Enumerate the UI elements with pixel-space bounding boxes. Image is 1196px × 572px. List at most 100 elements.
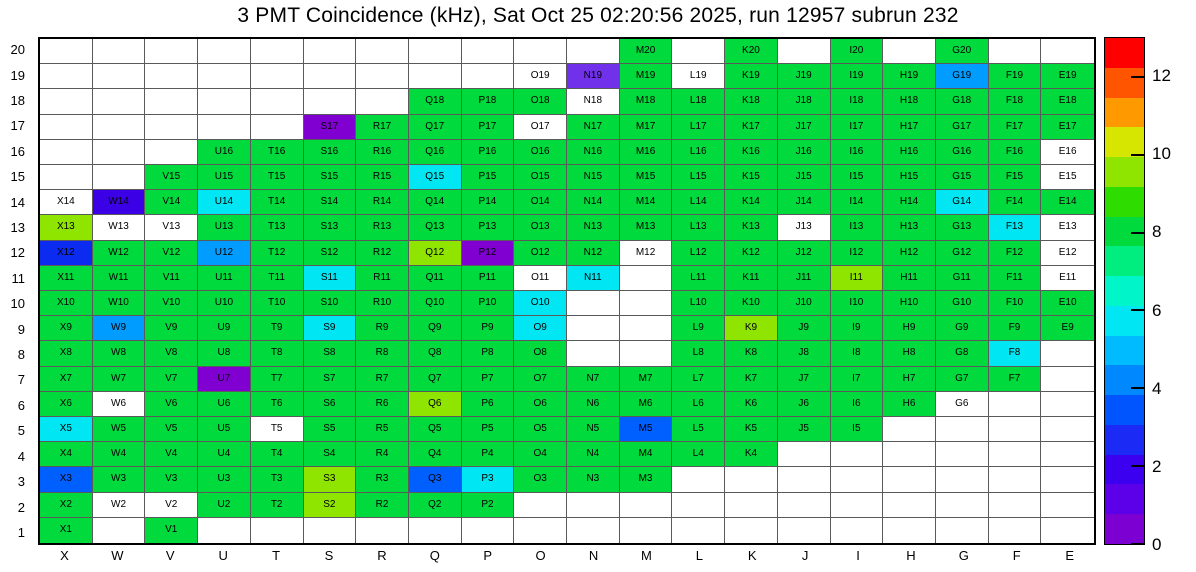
heatmap-cell-S17: S17 xyxy=(303,114,357,140)
heatmap-cell-O16: O16 xyxy=(514,139,567,165)
heatmap-cell-R13: R13 xyxy=(356,215,409,241)
heatmap-cell-L3 xyxy=(672,467,726,493)
heatmap-cell-J4 xyxy=(777,442,831,468)
heatmap-cell-T15: T15 xyxy=(250,165,304,191)
heatmap-cell-M18: M18 xyxy=(619,89,673,115)
heatmap-cell-G14: G14 xyxy=(935,190,989,216)
heatmap-cell-W2: W2 xyxy=(92,492,146,518)
heatmap-cell-Q9: Q9 xyxy=(408,316,462,342)
heatmap-cell-P16: P16 xyxy=(461,139,515,165)
heatmap-cell-I2 xyxy=(830,492,884,518)
colorbar-tick xyxy=(1131,387,1144,390)
heatmap-cell-E3 xyxy=(1041,467,1094,493)
heatmap-cell-S19 xyxy=(303,64,357,90)
heatmap-cell-U10: U10 xyxy=(198,291,251,317)
heatmap-cell-U14: U14 xyxy=(198,190,251,216)
y-axis-label-12: 12 xyxy=(10,245,25,261)
x-axis-label-L: L xyxy=(695,548,703,563)
heatmap-cell-G12: G12 xyxy=(935,240,989,266)
heatmap-cell-L18: L18 xyxy=(672,89,726,115)
heatmap-cell-W8: W8 xyxy=(92,341,146,367)
heatmap-cell-T3: T3 xyxy=(250,467,304,493)
heatmap-cell-T20 xyxy=(250,39,304,65)
x-axis-label-I: I xyxy=(856,548,860,563)
colorbar-tick xyxy=(1131,543,1144,545)
y-axis-label-14: 14 xyxy=(10,194,25,210)
x-axis-label-M: M xyxy=(641,548,652,563)
colorbar-tick xyxy=(1131,309,1144,312)
colorbar-segment xyxy=(1105,276,1144,306)
heatmap-cell-R20 xyxy=(356,39,409,65)
heatmap-cell-X8: X8 xyxy=(40,341,93,367)
heatmap-cell-G10: G10 xyxy=(935,291,989,317)
heatmap-cell-V6: V6 xyxy=(145,391,199,417)
y-axis-label-11: 11 xyxy=(11,270,26,286)
heatmap-cell-E10: E10 xyxy=(1041,291,1094,317)
heatmap-cell-J3 xyxy=(777,467,831,493)
heatmap-cell-I18: I18 xyxy=(830,89,884,115)
heatmap-cell-N4: N4 xyxy=(567,442,620,468)
heatmap-cell-E13: E13 xyxy=(1041,215,1094,241)
heatmap-cell-K9: K9 xyxy=(725,316,778,342)
heatmap-cell-L5: L5 xyxy=(672,417,726,443)
heatmap-cell-U16: U16 xyxy=(198,139,251,165)
heatmap-cell-I20: I20 xyxy=(830,39,884,65)
colorbar-tick-label-6: 6 xyxy=(1152,300,1162,320)
heatmap-cell-M8 xyxy=(619,341,673,367)
heatmap-cell-M1 xyxy=(619,517,673,543)
heatmap-cell-W1 xyxy=(92,517,146,543)
heatmap-cell-L1 xyxy=(672,517,726,543)
heatmap-cell-L17: L17 xyxy=(672,114,726,140)
heatmap-cell-H3 xyxy=(883,467,936,493)
heatmap-cell-P10: P10 xyxy=(461,291,515,317)
heatmap-cell-W16 xyxy=(92,139,146,165)
heatmap-cell-U15: U15 xyxy=(198,165,251,191)
colorbar-labels: 0 2 4 6 8 10 12 xyxy=(1152,37,1194,554)
heatmap-cell-M7: M7 xyxy=(619,366,673,392)
heatmap-cell-J1 xyxy=(777,517,831,543)
y-axis-label-7: 7 xyxy=(17,372,25,388)
heatmap-cell-L13: L13 xyxy=(672,215,726,241)
heatmap-cell-S16: S16 xyxy=(303,139,357,165)
heatmap-cell-W15 xyxy=(92,165,146,191)
heatmap-cell-R9: R9 xyxy=(356,316,409,342)
colorbar-tick xyxy=(1131,153,1144,156)
heatmap-cell-S14: S14 xyxy=(303,190,357,216)
heatmap-cell-G16: G16 xyxy=(935,139,989,165)
heatmap-cell-J18: J18 xyxy=(777,89,831,115)
x-axis-label-W: W xyxy=(111,548,124,563)
heatmap-cell-P7: P7 xyxy=(461,366,515,392)
heatmap-cell-X2: X2 xyxy=(40,492,93,518)
heatmap-cell-J15: J15 xyxy=(777,165,831,191)
heatmap-cell-R4: R4 xyxy=(356,442,409,468)
heatmap-cell-N3: N3 xyxy=(567,467,620,493)
x-axis-label-N: N xyxy=(588,548,599,563)
heatmap-cell-U2: U2 xyxy=(198,492,251,518)
colorbar-tick-label-2: 2 xyxy=(1152,456,1162,476)
heatmap-cell-Q11: Q11 xyxy=(408,265,462,291)
heatmap-cell-O11: O11 xyxy=(514,265,567,291)
heatmap-cell-U1 xyxy=(198,517,251,543)
heatmap-cell-H17: H17 xyxy=(883,114,936,140)
heatmap-cell-F11: F11 xyxy=(988,265,1042,291)
heatmap-cell-N5: N5 xyxy=(567,417,620,443)
heatmap-cell-L20 xyxy=(672,39,726,65)
heatmap-cell-T7: T7 xyxy=(250,366,304,392)
heatmap-cell-P12: P12 xyxy=(461,240,515,266)
heatmap-cell-X11: X11 xyxy=(40,265,93,291)
colorbar-segment xyxy=(1105,395,1144,425)
heatmap-cell-T5: T5 xyxy=(250,417,304,443)
heatmap-cell-U7: U7 xyxy=(198,366,251,392)
heatmap-cell-V7: V7 xyxy=(145,366,199,392)
heatmap-cell-I9: I9 xyxy=(830,316,884,342)
heatmap-cell-Q18: Q18 xyxy=(408,89,462,115)
heatmap-cell-P15: P15 xyxy=(461,165,515,191)
y-axis-label-15: 15 xyxy=(10,169,25,185)
heatmap-cell-G7: G7 xyxy=(935,366,989,392)
heatmap-cell-O8: O8 xyxy=(514,341,567,367)
y-axis-label-13: 13 xyxy=(10,220,25,236)
heatmap-cell-J14: J14 xyxy=(777,190,831,216)
heatmap-cell-X18 xyxy=(40,89,93,115)
heatmap-cell-X17 xyxy=(40,114,93,140)
heatmap-cell-P4: P4 xyxy=(461,442,515,468)
